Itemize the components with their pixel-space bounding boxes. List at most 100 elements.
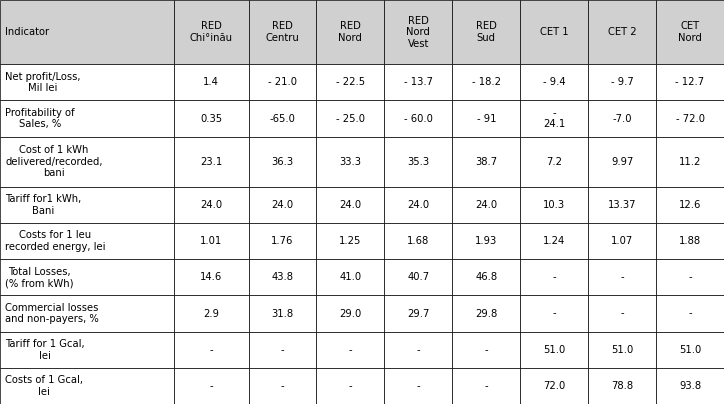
Text: 72.0: 72.0 [543, 381, 565, 391]
Text: Commercial losses
and non-payers, %: Commercial losses and non-payers, % [5, 303, 98, 324]
Text: RED
Sud: RED Sud [476, 21, 497, 43]
Text: 24.0: 24.0 [200, 200, 222, 210]
Bar [521, 368, 588, 404]
Text: - 72.0: - 72.0 [675, 114, 704, 124]
Bar [452, 332, 521, 368]
Text: 1.93: 1.93 [475, 236, 497, 246]
Bar [174, 0, 248, 64]
Bar [588, 137, 656, 187]
Bar [656, 137, 724, 187]
Text: 24.0: 24.0 [475, 200, 497, 210]
Text: CET
Nord: CET Nord [678, 21, 702, 43]
Text: -: - [416, 345, 420, 355]
Bar [0, 223, 174, 259]
Text: 1.01: 1.01 [200, 236, 222, 246]
Bar [588, 223, 656, 259]
Bar [452, 259, 521, 295]
Bar [588, 0, 656, 64]
Text: 1.24: 1.24 [543, 236, 565, 246]
Text: 1.25: 1.25 [340, 236, 361, 246]
Bar [316, 187, 384, 223]
Bar [248, 64, 316, 101]
Bar [0, 368, 174, 404]
Bar [384, 101, 452, 137]
Bar [384, 187, 452, 223]
Bar [316, 101, 384, 137]
Bar [316, 332, 384, 368]
Text: -: - [620, 309, 624, 318]
Text: - 22.5: - 22.5 [336, 78, 365, 87]
Bar [248, 223, 316, 259]
Bar [656, 187, 724, 223]
Text: 24.0: 24.0 [340, 200, 361, 210]
Text: 41.0: 41.0 [340, 272, 361, 282]
Text: -65.0: -65.0 [269, 114, 295, 124]
Text: -: - [349, 381, 353, 391]
Text: 23.1: 23.1 [200, 157, 222, 167]
Text: 1.4: 1.4 [203, 78, 219, 87]
Text: Tariff for1 kWh,
Bani: Tariff for1 kWh, Bani [5, 194, 81, 216]
Bar [656, 101, 724, 137]
Text: -: - [281, 345, 285, 355]
Bar [452, 64, 521, 101]
Bar [588, 64, 656, 101]
Text: -: - [484, 381, 488, 391]
Bar [384, 0, 452, 64]
Text: 78.8: 78.8 [611, 381, 634, 391]
Text: Profitability of
Sales, %: Profitability of Sales, % [5, 108, 75, 129]
Bar [452, 101, 521, 137]
Text: CET 2: CET 2 [608, 27, 636, 37]
Bar [384, 368, 452, 404]
Text: - 9.7: - 9.7 [611, 78, 634, 87]
Bar [588, 259, 656, 295]
Bar [316, 64, 384, 101]
Text: - 12.7: - 12.7 [675, 78, 704, 87]
Bar [588, 332, 656, 368]
Text: 11.2: 11.2 [679, 157, 702, 167]
Text: RED
Nord: RED Nord [339, 21, 362, 43]
Text: Cost of 1 kWh
delivered/recorded,
bani: Cost of 1 kWh delivered/recorded, bani [5, 145, 103, 179]
Text: 29.0: 29.0 [340, 309, 361, 318]
Text: -: - [281, 381, 285, 391]
Bar [452, 137, 521, 187]
Bar [384, 332, 452, 368]
Text: RED
Centru: RED Centru [266, 21, 299, 43]
Text: 2.9: 2.9 [203, 309, 219, 318]
Text: 1.76: 1.76 [272, 236, 294, 246]
Bar [656, 259, 724, 295]
Bar [452, 295, 521, 332]
Bar [521, 187, 588, 223]
Text: 93.8: 93.8 [679, 381, 701, 391]
Bar [384, 295, 452, 332]
Text: -: - [552, 309, 556, 318]
Text: Total Losses,
(% from kWh): Total Losses, (% from kWh) [5, 267, 74, 288]
Text: 51.0: 51.0 [679, 345, 701, 355]
Bar [0, 187, 174, 223]
Bar [656, 64, 724, 101]
Bar [174, 64, 248, 101]
Text: 51.0: 51.0 [543, 345, 565, 355]
Bar [174, 137, 248, 187]
Text: 40.7: 40.7 [408, 272, 429, 282]
Text: -7.0: -7.0 [613, 114, 632, 124]
Text: - 91: - 91 [476, 114, 496, 124]
Text: 0.35: 0.35 [200, 114, 222, 124]
Bar [0, 295, 174, 332]
Text: 9.97: 9.97 [611, 157, 634, 167]
Text: -: - [349, 345, 353, 355]
Text: -: - [209, 345, 213, 355]
Text: - 60.0: - 60.0 [404, 114, 433, 124]
Text: 29.7: 29.7 [407, 309, 429, 318]
Text: 24.0: 24.0 [272, 200, 293, 210]
Bar [316, 223, 384, 259]
Bar [316, 368, 384, 404]
Bar [248, 259, 316, 295]
Text: - 25.0: - 25.0 [336, 114, 365, 124]
Bar [174, 259, 248, 295]
Text: 31.8: 31.8 [272, 309, 293, 318]
Bar [384, 64, 452, 101]
Text: 1.68: 1.68 [407, 236, 429, 246]
Bar [452, 0, 521, 64]
Bar [656, 332, 724, 368]
Bar [452, 368, 521, 404]
